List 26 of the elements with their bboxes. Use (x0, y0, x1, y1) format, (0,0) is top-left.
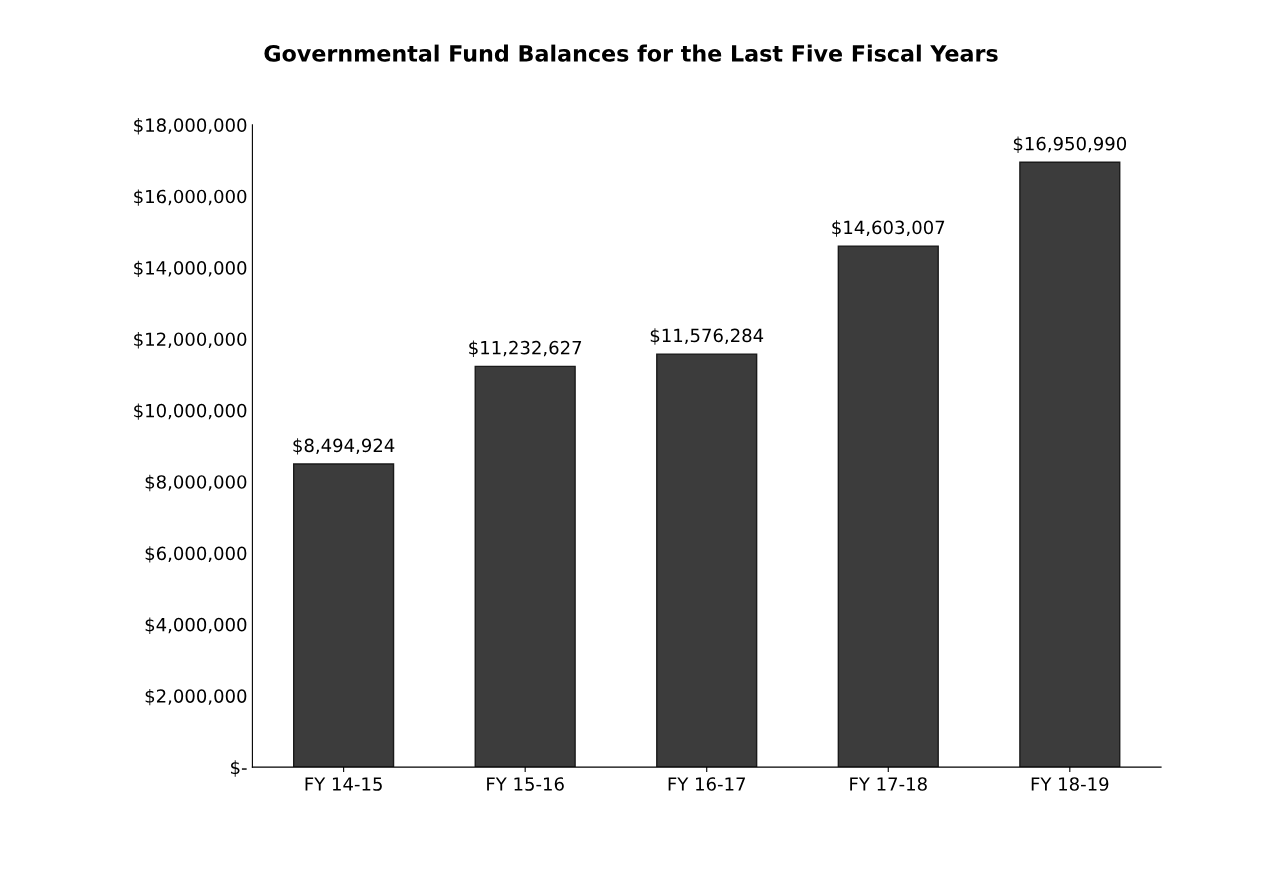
data-label: $14,603,007 (832, 220, 945, 237)
y-tick-label: $10,000,000 (134, 403, 247, 420)
x-tick-label: FY 17-18 (850, 777, 927, 791)
bar (1019, 161, 1121, 768)
data-label: $11,576,284 (650, 328, 764, 345)
bar (656, 353, 758, 768)
data-label: $16,950,990 (1013, 136, 1127, 153)
y-tick-label: $12,000,000 (134, 332, 247, 349)
y-tick-label: $14,000,000 (134, 260, 247, 278)
bar (837, 245, 939, 768)
y-tick-label: $6,000,000 (145, 546, 247, 563)
x-tick-label: FY 18-19 (1031, 777, 1109, 791)
y-tick-label: $16,000,000 (134, 189, 247, 206)
y-tick-label: $8,000,000 (145, 474, 247, 492)
y-tick-label: $4,000,000 (145, 617, 247, 634)
x-tick-label: FY 15-16 (487, 777, 564, 791)
data-label: $8,494,924 (293, 438, 395, 455)
y-tick-label: $2,000,000 (145, 688, 247, 706)
x-tick-label: FY 16-17 (668, 777, 745, 791)
y-tick-label: $- (231, 760, 247, 777)
bar (474, 365, 576, 768)
chart-title: Governmental Fund Balances for the Last Five Fiscal Years (264, 44, 998, 62)
bar (293, 463, 395, 768)
x-tick-label: FY 14-15 (305, 777, 382, 791)
data-label: $11,232,627 (469, 340, 582, 357)
y-tick-label: $18,000,000 (134, 118, 247, 135)
